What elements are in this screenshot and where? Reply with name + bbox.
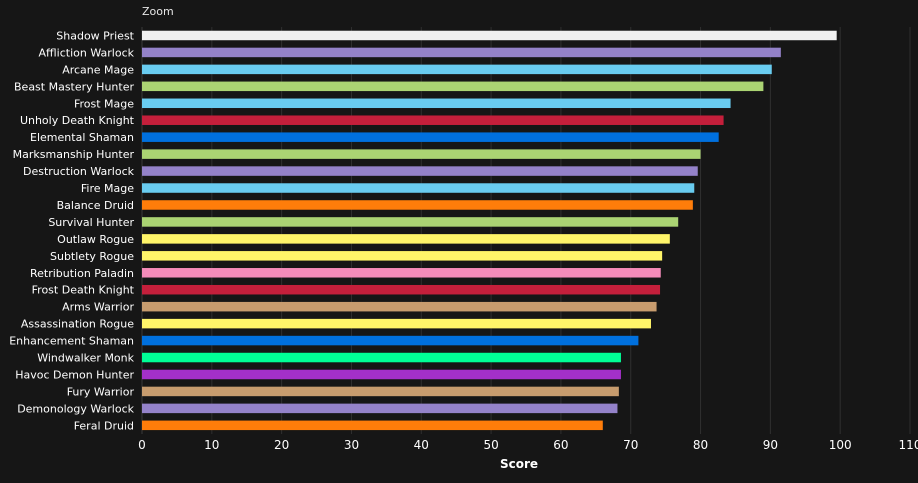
bar-arms-warrior[interactable] — [142, 301, 657, 312]
x-tick-label: 20 — [274, 438, 289, 452]
bar-unholy-death-knight[interactable] — [142, 115, 724, 125]
x-tick-label: 60 — [553, 438, 568, 452]
category-label: Frost Death Knight — [32, 284, 135, 297]
x-axis-ticks: 0 10 20 30 40 50 60 70 80 90 100 110 — [138, 438, 918, 452]
category-labels: Shadow Priest Affliction Warlock Arcane Ma… — [9, 29, 134, 432]
bar-arcane-mage[interactable] — [142, 64, 772, 75]
bar-feral-druid[interactable] — [142, 420, 603, 431]
category-label: Fury Warrior — [67, 385, 135, 398]
bar-frost-mage[interactable] — [142, 98, 731, 109]
x-axis-title: Score — [500, 457, 538, 471]
x-tick-label: 30 — [344, 438, 359, 452]
category-label: Marksmanship Hunter — [13, 148, 135, 161]
bar-frost-death-knight[interactable] — [142, 284, 661, 295]
category-label: Elemental Shaman — [30, 131, 134, 144]
bar-elemental-shaman[interactable] — [142, 132, 719, 142]
bar-windwalker-monk[interactable] — [142, 352, 621, 363]
x-tick-label: 0 — [138, 438, 146, 452]
bar-balance-druid[interactable] — [142, 200, 693, 210]
category-label: Subtlety Rogue — [50, 250, 134, 263]
bar-subtlety-rogue[interactable] — [142, 251, 663, 261]
x-tick-label: 70 — [623, 438, 638, 452]
x-tick-label: 40 — [414, 438, 429, 452]
bar-destruction-warlock[interactable] — [142, 166, 698, 176]
category-label: Beast Mastery Hunter — [14, 80, 134, 93]
category-label: Fire Mage — [81, 182, 134, 195]
category-label: Windwalker Monk — [37, 352, 134, 365]
x-tick-label: 100 — [829, 438, 852, 452]
bar-enhancement-shaman[interactable] — [142, 335, 639, 346]
x-tick-label: 50 — [483, 438, 498, 452]
category-label: Assassination Rogue — [21, 318, 134, 331]
category-label: Havoc Demon Hunter — [15, 368, 134, 381]
zoom-label[interactable]: Zoom — [142, 5, 174, 18]
x-tick-label: 110 — [899, 438, 918, 452]
x-tick-label: 10 — [204, 438, 219, 452]
bar-retribution-paladin[interactable] — [142, 268, 661, 278]
category-label: Feral Druid — [74, 419, 134, 432]
bar-survival-hunter[interactable] — [142, 217, 679, 227]
category-label: Survival Hunter — [48, 216, 134, 229]
bar-assassination-rogue[interactable] — [142, 318, 651, 329]
bar-beast-mastery-hunter[interactable] — [142, 81, 764, 92]
category-label: Shadow Priest — [56, 29, 134, 42]
bar-fury-warrior[interactable] — [142, 386, 619, 397]
x-tick-label: 90 — [763, 438, 778, 452]
bar-outlaw-rogue[interactable] — [142, 234, 670, 244]
category-label: Outlaw Rogue — [57, 233, 134, 246]
category-label: Demonology Warlock — [17, 402, 134, 415]
bar-havoc-demon-hunter[interactable] — [142, 369, 621, 380]
category-label: Retribution Paladin — [30, 267, 134, 280]
bars — [142, 30, 837, 431]
bar-demonology-warlock[interactable] — [142, 403, 618, 414]
bar-shadow-priest[interactable] — [142, 30, 837, 41]
grid-lines — [141, 27, 911, 434]
bar-affliction-warlock[interactable] — [142, 47, 781, 58]
category-label: Arms Warrior — [62, 301, 134, 314]
category-label: Unholy Death Knight — [20, 114, 135, 127]
category-label: Affliction Warlock — [39, 46, 135, 59]
category-label: Enhancement Shaman — [9, 335, 134, 348]
category-label: Destruction Warlock — [23, 165, 135, 178]
bar-fire-mage[interactable] — [142, 183, 695, 193]
x-tick-label: 80 — [693, 438, 708, 452]
category-label: Arcane Mage — [62, 63, 134, 76]
category-label: Balance Druid — [57, 199, 134, 212]
bar-marksmanship-hunter[interactable] — [142, 149, 701, 159]
category-label: Frost Mage — [74, 97, 134, 110]
